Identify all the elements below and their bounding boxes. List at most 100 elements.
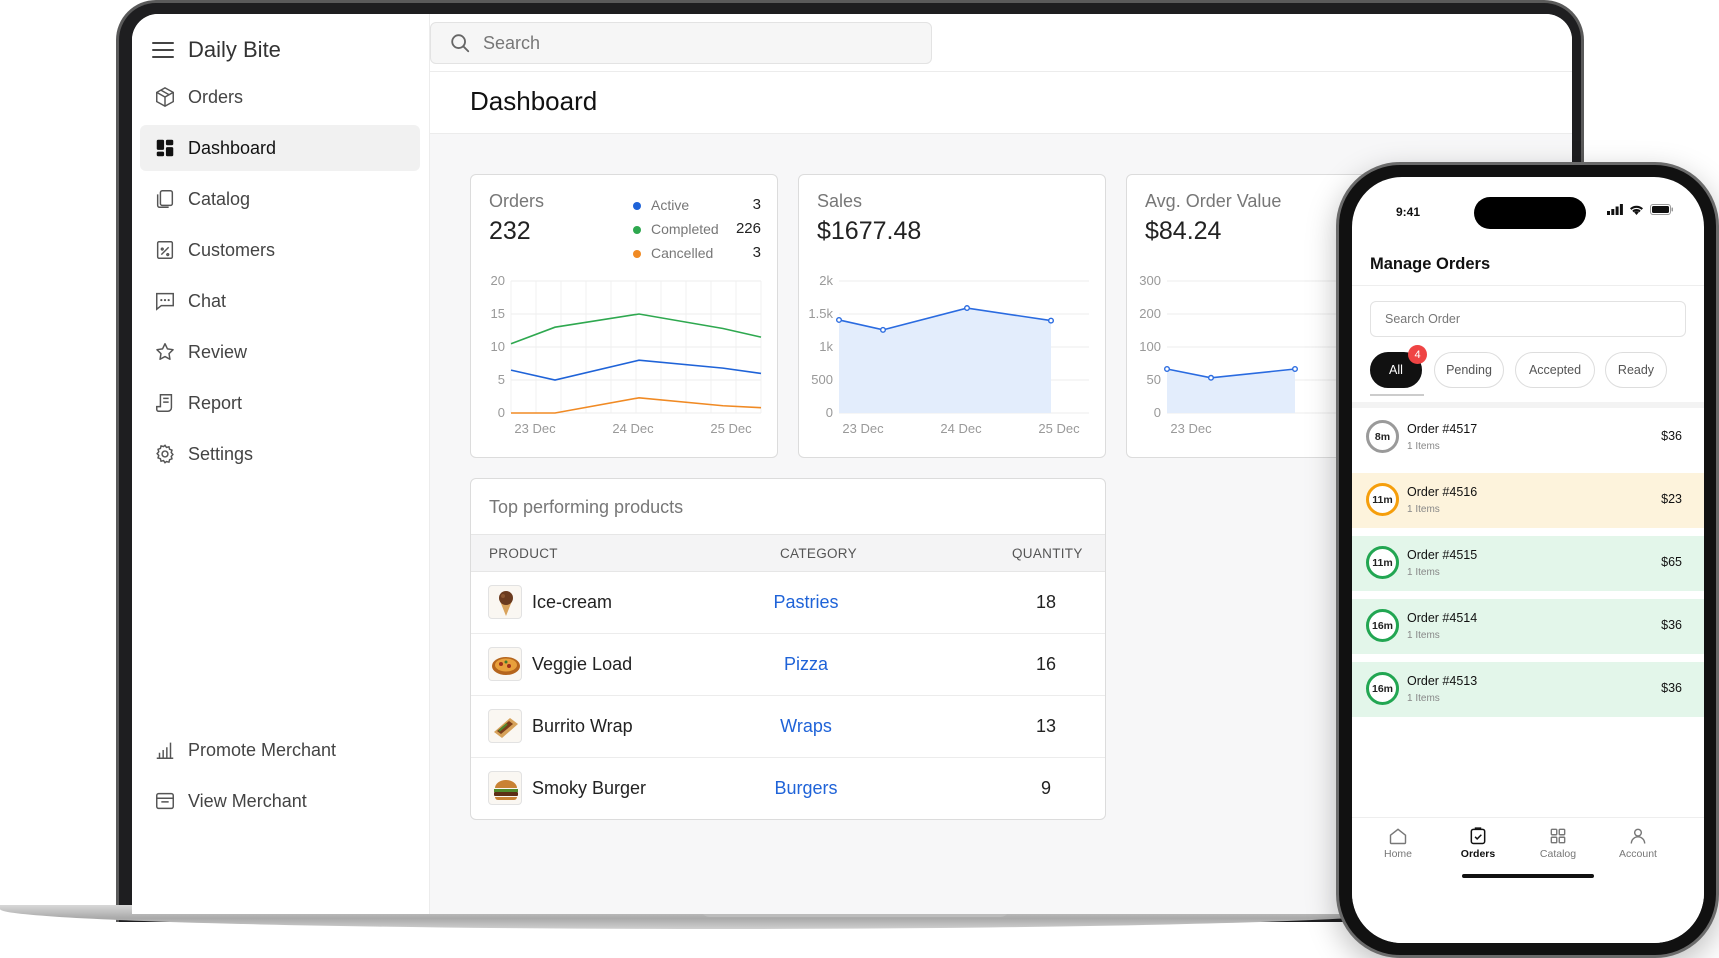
legend-count: 226: [735, 220, 761, 237]
avg-order-value: $84.24: [1145, 217, 1222, 245]
customers-icon: [156, 241, 174, 259]
order-price: $36: [1661, 429, 1682, 443]
sidebar-item-report[interactable]: Report: [140, 380, 420, 426]
x-tick-label: 23 Dec: [514, 421, 556, 436]
page-title: Dashboard: [470, 86, 598, 116]
orders-value: 232: [489, 217, 531, 245]
column-header-category[interactable]: CATEGORY: [780, 546, 857, 561]
product-name: Veggie Load: [532, 654, 633, 674]
order-name: Order #4516: [1407, 485, 1478, 499]
report-icon: [156, 394, 173, 412]
legend-label: Completed: [651, 221, 719, 237]
sales-area-chart: 0 500 1k 1.5k 2k 23 Dec 24 Dec 25 Dec: [808, 273, 1089, 436]
order-row[interactable]: 16m Order #4513 1 Items $36: [1352, 662, 1704, 717]
order-row[interactable]: 11m Order #4515 1 Items $65: [1352, 536, 1704, 591]
menu-icon[interactable]: [152, 41, 174, 59]
sidebar-item-dashboard[interactable]: Dashboard: [140, 125, 420, 171]
sidebar-item-orders[interactable]: Orders: [140, 74, 420, 120]
series-area: [839, 308, 1051, 413]
sidebar-item-customers[interactable]: Customers: [140, 227, 420, 273]
filter-chip-accepted[interactable]: Accepted: [1515, 352, 1595, 388]
search-box[interactable]: [430, 22, 932, 64]
legend-dot: [633, 226, 641, 234]
x-tick-label: 24 Dec: [940, 421, 982, 436]
table-row[interactable]: Burrito Wrap Wraps 13: [471, 696, 1105, 758]
order-items-count: 1 Items: [1407, 567, 1440, 578]
data-point: [1291, 365, 1298, 372]
sidebar-item-settings[interactable]: Settings: [140, 431, 420, 477]
sidebar-item-view-merchant[interactable]: View Merchant: [140, 778, 420, 824]
tab-label: Orders: [1460, 848, 1496, 860]
orders-card: Orders 232 Active 3 Completed 226 Cancelle…: [470, 174, 778, 458]
tab-orders[interactable]: Orders: [1448, 826, 1508, 860]
filter-chip-pending[interactable]: Pending: [1434, 352, 1504, 388]
status-time: 9:41: [1396, 205, 1421, 219]
status-icons: [1607, 204, 1674, 215]
tab-home[interactable]: Home: [1368, 826, 1428, 860]
tab-catalog[interactable]: Catalog: [1528, 826, 1588, 860]
orders-icon: [1470, 827, 1486, 845]
sidebar: Daily Bite Orders Dashboard Catalog Cust…: [132, 14, 430, 914]
filter-chip-label: All: [1389, 363, 1403, 377]
tab-label: Account: [1619, 848, 1657, 860]
phone-screen: 9:41 Manage Orders All 4 Pending Accepte…: [1352, 177, 1704, 943]
column-header-quantity[interactable]: QUANTITY: [1012, 546, 1083, 561]
sidebar-item-review[interactable]: Review: [140, 329, 420, 375]
order-row[interactable]: 11m Order #4516 1 Items $23: [1352, 473, 1704, 528]
legend-count: 3: [752, 196, 761, 213]
sidebar-item-label: Customers: [188, 239, 276, 260]
table-row[interactable]: Ice-cream Pastries 18: [471, 572, 1105, 634]
column-header-product[interactable]: PRODUCT: [489, 546, 558, 561]
order-items-count: 1 Items: [1407, 693, 1440, 704]
y-tick-label: 1k: [819, 339, 833, 354]
sidebar-item-catalog[interactable]: Catalog: [140, 176, 420, 222]
phone-search-box[interactable]: [1370, 301, 1686, 337]
table-row[interactable]: Veggie Load Pizza 16: [471, 634, 1105, 696]
product-category-link[interactable]: Pizza: [783, 654, 828, 674]
order-row[interactable]: 16m Order #4514 1 Items $36: [1352, 599, 1704, 654]
data-point: [836, 316, 843, 323]
y-tick-label: 200: [1139, 306, 1161, 321]
order-price: $23: [1661, 492, 1682, 506]
filter-chip-ready[interactable]: Ready: [1605, 352, 1667, 388]
product-quantity: 9: [1040, 778, 1051, 798]
order-price: $65: [1661, 555, 1682, 569]
signal-icon: [1607, 204, 1623, 215]
sidebar-item-label: Report: [188, 392, 243, 413]
search-icon: [451, 34, 470, 53]
catalog-icon: [156, 190, 174, 208]
search-input[interactable]: [483, 32, 883, 54]
table-row[interactable]: Smoky Burger Burgers 9: [471, 758, 1105, 820]
product-name: Smoky Burger: [532, 778, 647, 798]
avg-order-label: Avg. Order Value: [1145, 191, 1282, 211]
series-line: [510, 359, 762, 381]
y-tick-label: 0: [1154, 405, 1161, 420]
top-bar: [430, 14, 1572, 72]
product-category-link[interactable]: Wraps: [780, 716, 832, 736]
data-point: [1047, 317, 1054, 324]
elapsed-time-ring: 8m: [1366, 420, 1399, 453]
y-tick-label: 0: [498, 405, 505, 420]
brand: Daily Bite: [152, 34, 281, 66]
sidebar-item-promote-merchant[interactable]: Promote Merchant: [140, 727, 420, 773]
tab-account[interactable]: Account: [1608, 826, 1668, 860]
filter-chip-label: Accepted: [1528, 363, 1582, 377]
legend-label: Active: [651, 197, 690, 213]
order-row[interactable]: 8m Order #4517 1 Items $36: [1352, 410, 1704, 465]
x-tick-label: 25 Dec: [1038, 421, 1080, 436]
gear-icon: [156, 444, 174, 464]
notification-badge: 4: [1408, 345, 1427, 364]
y-tick-label: 1.5k: [808, 306, 833, 321]
order-name: Order #4513: [1407, 674, 1478, 688]
filter-chip-label: Ready: [1617, 363, 1655, 377]
ice-cream-icon: [488, 585, 522, 619]
account-icon: [1630, 828, 1646, 844]
sidebar-item-chat[interactable]: Chat: [140, 278, 420, 324]
order-search-input[interactable]: [1385, 302, 1665, 336]
product-category-link[interactable]: Pastries: [773, 592, 839, 612]
y-tick-label: 50: [1147, 372, 1161, 387]
pizza-icon: [488, 647, 522, 681]
sales-card: Sales $1677.48 0 500 1k 1.5k 2k 23 Dec 24 Dec 2…: [798, 174, 1106, 458]
product-category-link[interactable]: Burgers: [774, 778, 838, 798]
